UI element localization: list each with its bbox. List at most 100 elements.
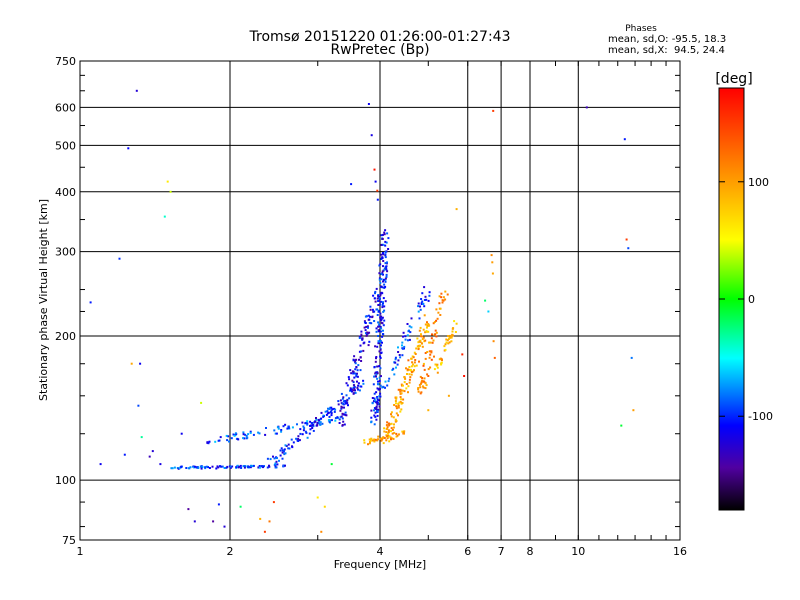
data-point bbox=[406, 368, 409, 371]
data-point bbox=[484, 299, 487, 302]
data-point bbox=[409, 376, 412, 379]
x-tick-label: 4 bbox=[377, 545, 384, 558]
data-point bbox=[434, 329, 437, 332]
data-point bbox=[362, 382, 365, 385]
data-point bbox=[376, 314, 379, 316]
data-point bbox=[375, 410, 378, 413]
data-point bbox=[426, 323, 429, 326]
data-point bbox=[441, 299, 444, 302]
data-point bbox=[376, 377, 379, 380]
data-point bbox=[424, 331, 427, 334]
data-point bbox=[275, 460, 278, 463]
data-point bbox=[352, 381, 355, 384]
data-point bbox=[274, 466, 277, 469]
data-point bbox=[451, 330, 454, 333]
data-point bbox=[351, 379, 354, 382]
data-point bbox=[455, 208, 458, 211]
data-point bbox=[365, 325, 368, 328]
data-point bbox=[402, 398, 405, 401]
data-point bbox=[284, 464, 286, 467]
data-point bbox=[399, 390, 402, 393]
data-point bbox=[383, 427, 386, 430]
data-point bbox=[380, 319, 383, 321]
data-point bbox=[380, 253, 383, 256]
data-point bbox=[359, 356, 362, 359]
data-point bbox=[123, 453, 126, 456]
data-point bbox=[375, 406, 378, 409]
data-point bbox=[173, 466, 176, 469]
data-point bbox=[273, 429, 276, 432]
data-point bbox=[276, 463, 279, 466]
data-point bbox=[357, 384, 360, 387]
data-point bbox=[384, 229, 387, 232]
data-point bbox=[375, 327, 378, 330]
data-point bbox=[360, 333, 363, 336]
data-point bbox=[314, 420, 317, 423]
data-point bbox=[373, 414, 376, 417]
data-point bbox=[493, 356, 496, 359]
data-point bbox=[351, 390, 353, 393]
data-point bbox=[428, 324, 431, 327]
data-point bbox=[359, 335, 362, 338]
data-point bbox=[443, 345, 446, 348]
data-point bbox=[243, 437, 246, 440]
data-point bbox=[381, 438, 384, 441]
data-point bbox=[304, 422, 307, 425]
data-point bbox=[376, 439, 379, 442]
data-point bbox=[487, 310, 490, 313]
data-point bbox=[328, 415, 331, 418]
data-point bbox=[337, 403, 340, 406]
data-point bbox=[405, 387, 408, 390]
data-point bbox=[297, 437, 300, 440]
data-point bbox=[383, 231, 386, 234]
data-point bbox=[381, 335, 384, 338]
data-point bbox=[387, 248, 390, 250]
data-point bbox=[418, 329, 421, 332]
data-point bbox=[428, 341, 431, 344]
data-point bbox=[390, 427, 393, 430]
data-point bbox=[316, 496, 319, 499]
data-point bbox=[345, 382, 348, 385]
data-point bbox=[455, 322, 458, 325]
data-point bbox=[401, 341, 404, 344]
data-point bbox=[398, 354, 401, 356]
data-point bbox=[395, 432, 398, 435]
data-point bbox=[373, 399, 376, 402]
data-point bbox=[382, 333, 385, 336]
y-tick-label: 75 bbox=[62, 534, 76, 547]
data-point bbox=[353, 355, 356, 358]
data-point bbox=[409, 369, 412, 372]
data-point bbox=[250, 464, 252, 467]
data-point bbox=[382, 442, 385, 445]
data-point bbox=[379, 355, 382, 358]
data-point bbox=[377, 304, 380, 306]
data-point bbox=[309, 428, 312, 431]
data-point bbox=[244, 433, 247, 436]
data-point bbox=[242, 465, 245, 468]
data-point bbox=[257, 466, 260, 469]
data-point bbox=[249, 431, 252, 434]
data-point bbox=[367, 314, 370, 317]
data-point bbox=[356, 380, 358, 383]
data-point bbox=[381, 322, 384, 325]
data-point bbox=[492, 109, 495, 112]
data-point bbox=[398, 401, 401, 404]
data-point bbox=[430, 337, 433, 340]
data-point bbox=[387, 380, 390, 383]
data-point bbox=[385, 241, 388, 244]
data-point bbox=[180, 465, 183, 468]
data-point bbox=[226, 465, 229, 468]
data-point bbox=[299, 432, 302, 435]
data-point bbox=[358, 358, 360, 361]
data-point bbox=[377, 321, 380, 324]
data-point bbox=[419, 392, 422, 395]
data-point bbox=[630, 356, 633, 359]
data-point bbox=[317, 418, 320, 421]
data-point bbox=[343, 423, 346, 426]
data-point bbox=[418, 383, 421, 386]
data-point bbox=[429, 366, 432, 369]
y-tick-label: 300 bbox=[55, 246, 76, 259]
x-tick-label: 8 bbox=[527, 545, 534, 558]
data-point bbox=[347, 376, 350, 379]
data-point bbox=[376, 403, 379, 406]
